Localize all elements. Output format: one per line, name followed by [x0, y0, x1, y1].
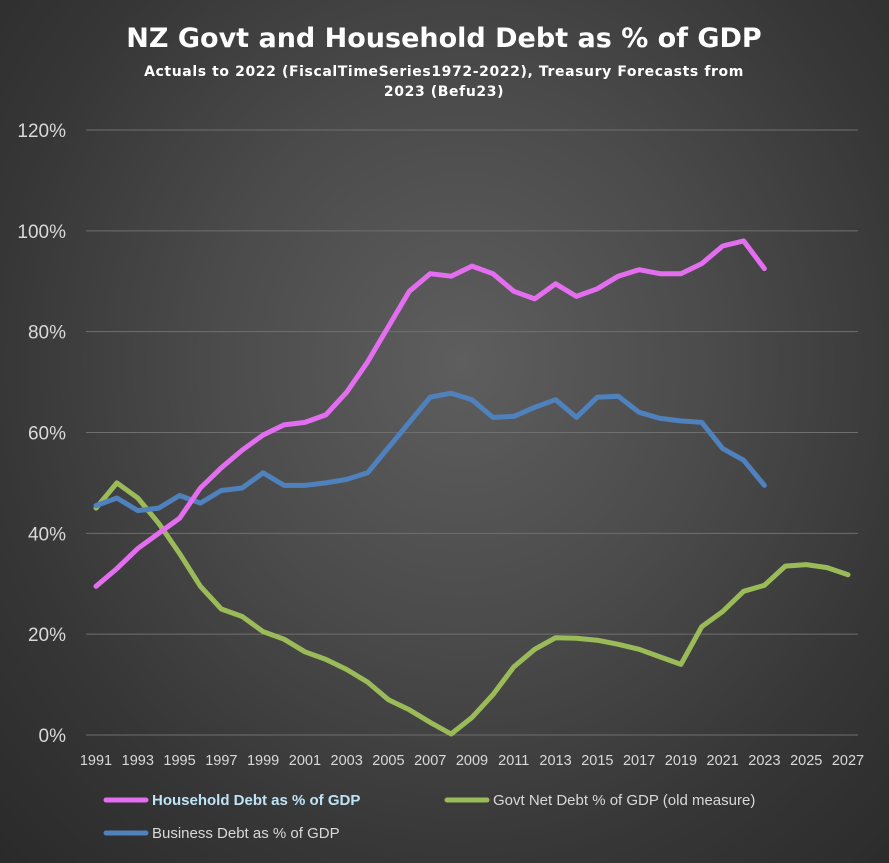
y-tick-label: 100% — [17, 222, 66, 243]
legend-entry[interactable]: Govt Net Debt % of GDP (old measure) — [444, 792, 755, 809]
legend-label: Business Debt as % of GDP — [152, 825, 340, 842]
x-tick-label: 1991 — [80, 753, 112, 769]
x-tick-label: 2019 — [665, 753, 697, 769]
series-line-2 — [93, 390, 767, 514]
x-tick-label: 1995 — [163, 753, 195, 769]
chart-subtitle-line-2: 2023 (Befu23) — [384, 84, 504, 100]
plot-series — [93, 238, 851, 737]
x-tick-label: 1993 — [122, 753, 154, 769]
y-tick-label: 120% — [17, 121, 66, 142]
y-tick-label: 60% — [28, 424, 66, 445]
x-tick-label: 2017 — [623, 753, 655, 769]
x-axis-tick-labels: 1991 1993 1995 1997 1999 2001 2003 2005 2007 2009… — [80, 753, 864, 769]
x-tick-label: 2001 — [289, 753, 321, 769]
x-tick-label: 1999 — [247, 753, 279, 769]
x-tick-label: 2007 — [414, 753, 446, 769]
legend-label: Govt Net Debt % of GDP (old measure) — [493, 792, 755, 809]
gridlines — [86, 129, 858, 736]
x-tick-label: 2023 — [748, 753, 780, 769]
x-tick-label: 2009 — [456, 753, 488, 769]
y-tick-label: 20% — [28, 625, 66, 646]
legend-entry[interactable]: Household Debt as % of GDP — [103, 792, 360, 809]
x-tick-label: 2015 — [581, 753, 613, 769]
chart-subtitle-line-1: Actuals to 2022 (FiscalTimeSeries1972-20… — [144, 64, 744, 80]
x-tick-label: 2005 — [372, 753, 404, 769]
x-tick-label: 1997 — [205, 753, 237, 769]
x-tick-label: 2021 — [707, 753, 739, 769]
y-tick-label: 80% — [28, 323, 66, 344]
x-tick-label: 2003 — [331, 753, 363, 769]
y-tick-label: 40% — [28, 524, 66, 545]
x-tick-label: 2025 — [790, 753, 822, 769]
legend-label: Household Debt as % of GDP — [152, 792, 360, 809]
x-tick-label: 2027 — [832, 753, 864, 769]
series-line-1 — [93, 480, 851, 737]
legend: Household Debt as % of GDP Govt Net Debt … — [103, 792, 755, 842]
y-tick-label: 0% — [39, 726, 67, 747]
legend-entry[interactable]: Business Debt as % of GDP — [103, 825, 340, 842]
x-tick-label: 2011 — [498, 753, 529, 769]
chart-title: NZ Govt and Household Debt as % of GDP — [126, 23, 761, 54]
x-tick-label: 2013 — [539, 753, 571, 769]
y-axis-tick-labels: 0% 20% 40% 60% 80% 100% 120% — [17, 121, 66, 747]
series-line-0 — [93, 238, 767, 589]
